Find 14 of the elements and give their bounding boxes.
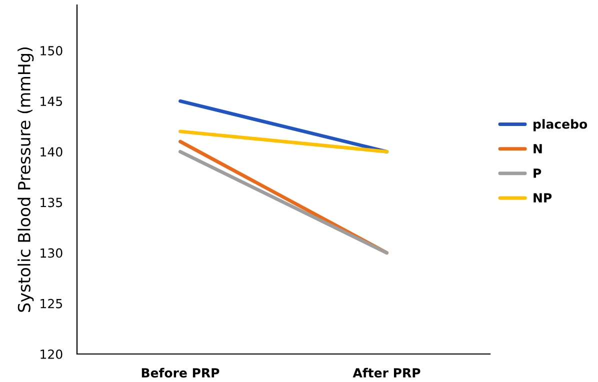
x-tick-label: After PRP: [352, 368, 420, 378]
y-axis-title: Systolic Blood Pressure (mmHg): [18, 47, 34, 312]
y-tick-label: 145: [40, 96, 62, 106]
y-tick-label: 140: [40, 147, 62, 157]
legend-label: placebo: [534, 119, 588, 132]
y-tick-label: 150: [40, 46, 62, 56]
x-tick-label: Before PRP: [142, 368, 220, 378]
y-tick-label: 130: [40, 248, 62, 258]
y-tick-label: 135: [40, 198, 62, 208]
legend-label: NP: [534, 193, 552, 202]
y-tick-label: 120: [40, 349, 62, 359]
legend-label: N: [534, 144, 542, 154]
legend-label: P: [534, 168, 542, 178]
y-tick-label: 125: [40, 298, 62, 308]
